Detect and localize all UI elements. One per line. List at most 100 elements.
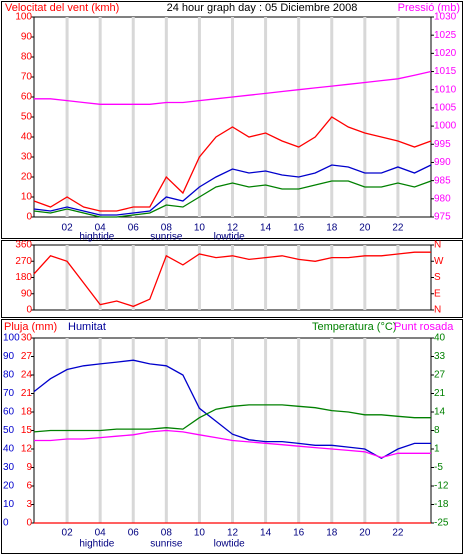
series-line [33, 116, 432, 212]
x-tick-label: 12 [227, 223, 239, 234]
tick-label: 1030 [434, 12, 457, 23]
tick-label: 50 [3, 425, 15, 436]
tick-label: 8 [434, 425, 440, 436]
annotation: hightide [79, 232, 114, 243]
tick-label: 12 [21, 444, 33, 455]
x-tick-label: 14 [260, 223, 272, 234]
tick-label: 30 [21, 152, 33, 163]
x-tick-label: 10 [194, 528, 206, 539]
x-tick-label: 14 [260, 528, 272, 539]
y2-axis-label: Pressió (mb) [398, 2, 460, 14]
panel-frame [1, 1, 463, 239]
tick-label: 40 [21, 132, 33, 143]
x-tick-label: 22 [392, 223, 404, 234]
series-line [34, 70, 432, 105]
tick-label: 980 [434, 193, 451, 204]
tick-label: 30 [3, 462, 15, 473]
tick-label: 100 [15, 12, 32, 23]
tick-label: 990 [434, 157, 451, 168]
series-line [33, 164, 432, 216]
tick-label: 100 [3, 333, 20, 344]
y-axis-label: Velocitat del vent (kmh) [5, 2, 119, 14]
legend-label: Humitat [68, 321, 106, 333]
tick-label: 1010 [434, 84, 457, 95]
legend-label: Pluja (mm) [4, 321, 57, 333]
tick-label: 90 [21, 288, 33, 299]
tick-label: 33 [434, 351, 446, 362]
x-tick-label: 04 [95, 528, 107, 539]
annotation: sunrise [150, 232, 183, 243]
tick-label: 1 [434, 444, 440, 455]
tick-label: -25 [434, 518, 449, 529]
tick-label: 70 [21, 72, 33, 83]
tick-label: -5 [434, 462, 443, 473]
x-tick-label: 08 [161, 528, 173, 539]
tick-label: 985 [434, 175, 451, 186]
x-tick-label: 04 [95, 223, 107, 234]
tick-label: 18 [21, 407, 33, 418]
annotation: sunrise [150, 539, 183, 550]
tick-label: 27 [434, 370, 446, 381]
tick-label: 9 [26, 462, 32, 473]
tick-label: 1005 [434, 103, 457, 114]
tick-label: 90 [3, 351, 15, 362]
x-tick-label: 12 [227, 528, 239, 539]
tick-label: 1015 [434, 66, 457, 77]
tick-label: 50 [21, 112, 33, 123]
annotation: lowtide [214, 232, 246, 243]
tick-label: 40 [434, 333, 446, 344]
tick-label: 360 [15, 240, 32, 251]
tick-label: 15 [21, 425, 33, 436]
tick-label: 21 [434, 388, 446, 399]
tick-label: 30 [21, 333, 33, 344]
x-tick-label: 06 [128, 223, 140, 234]
tick-label: 0 [26, 305, 32, 316]
tick-label: N [434, 305, 441, 316]
tick-label: 6 [26, 481, 32, 492]
tick-label: 70 [3, 388, 15, 399]
legend-label: Punt rosada [394, 321, 454, 333]
annotation: hightide [79, 539, 114, 550]
annotation: lowtide [214, 539, 246, 550]
tick-label: -12 [434, 481, 449, 492]
x-tick-label: 22 [392, 528, 404, 539]
x-tick-label: 20 [359, 223, 371, 234]
x-tick-label: 16 [293, 528, 305, 539]
x-tick-label: 18 [326, 223, 338, 234]
tick-label: 995 [434, 139, 451, 150]
chart-title: 24 hour graph day : 05 Diciembre 2008 [167, 2, 358, 14]
legend-label: Temperatura (°C) [312, 321, 396, 333]
x-tick-label: 16 [293, 223, 305, 234]
tick-label: S [434, 272, 441, 283]
tick-label: 270 [15, 256, 32, 267]
tick-label: 60 [3, 407, 15, 418]
tick-label: 10 [21, 192, 33, 203]
x-tick-label: 10 [194, 223, 206, 234]
tick-label: 10 [3, 499, 15, 510]
tick-label: 0 [26, 518, 32, 529]
tick-label: 21 [21, 388, 33, 399]
x-tick-label: 20 [359, 528, 371, 539]
tick-label: 40 [3, 444, 15, 455]
tick-label: -18 [434, 499, 449, 510]
tick-label: 20 [3, 481, 15, 492]
tick-label: 80 [3, 370, 15, 381]
tick-label: N [434, 240, 441, 251]
panel-frame [1, 319, 463, 554]
x-tick-label: 08 [161, 223, 173, 234]
tick-label: W [434, 256, 444, 267]
tick-label: 180 [15, 272, 32, 283]
series-line [34, 429, 431, 459]
x-tick-label: 06 [128, 528, 140, 539]
x-tick-label: 02 [62, 223, 74, 234]
tick-label: E [434, 288, 441, 299]
x-tick-label: 02 [62, 528, 74, 539]
series-line [33, 359, 431, 460]
panel-frame [1, 240, 463, 318]
tick-label: 20 [21, 172, 33, 183]
tick-label: 0 [26, 212, 32, 223]
tick-label: 14 [434, 407, 446, 418]
tick-label: 90 [21, 32, 33, 43]
tick-label: 975 [434, 212, 451, 223]
